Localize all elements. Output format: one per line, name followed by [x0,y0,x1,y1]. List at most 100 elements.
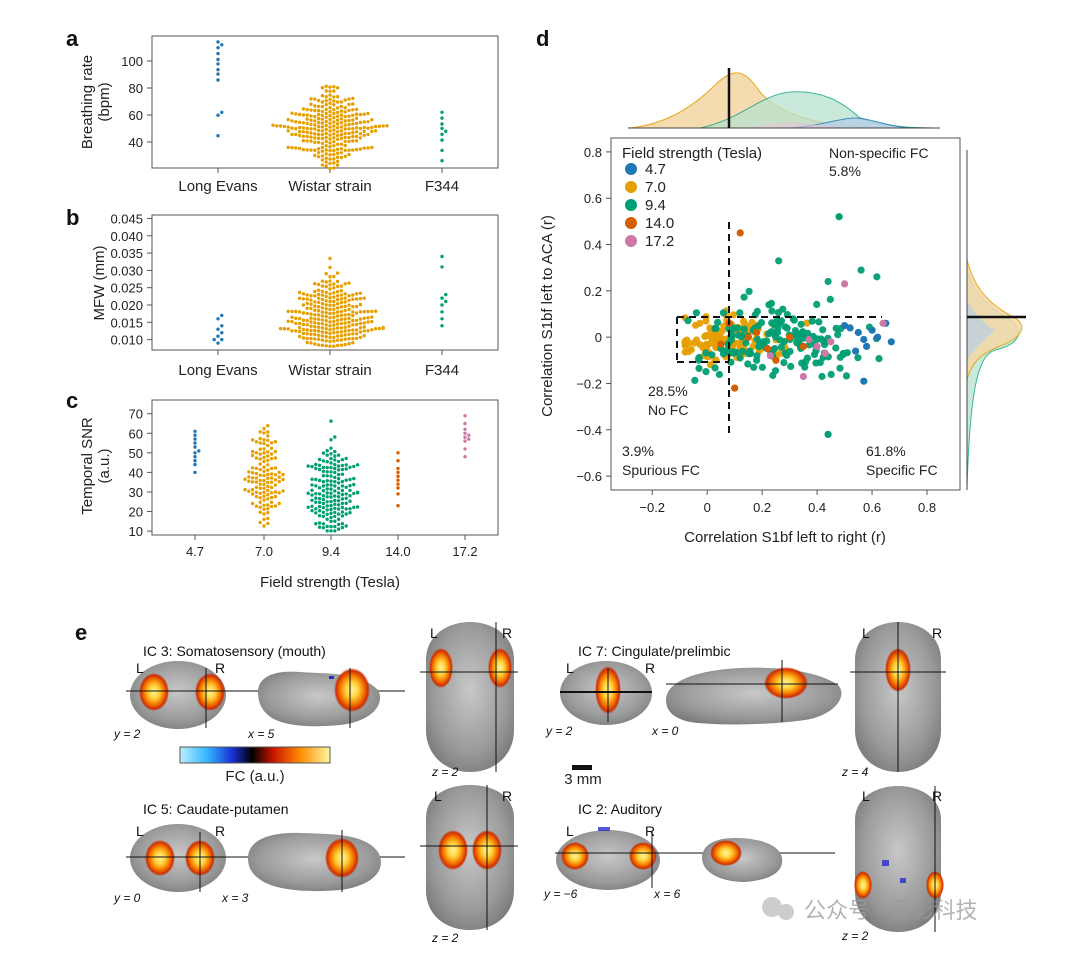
panel-a-point-wistar-strain [332,157,336,161]
panel-c-point-9-4 [336,459,341,464]
panel-a-point-f344 [440,159,444,163]
panel-b-point-wistar-strain [309,320,313,324]
panel-d-point-9-4 [875,355,883,363]
panel-a-point-wistar-strain [320,163,325,167]
panel-c-point-9-4 [321,526,326,530]
panel-d-point-9-4 [765,301,773,309]
panel-c-point-7-0 [258,491,262,495]
panel-b-point-wistar-strain [339,326,344,330]
panel-b-point-wistar-strain [324,290,328,295]
panel-a-point-wistar-strain [343,98,347,102]
panel-b-point-wistar-strain [301,303,306,307]
panel-d-point-9-4 [715,370,724,379]
panel-c-letter: c [66,388,78,413]
panel-a-point-wistar-strain [347,127,351,131]
panel-a-point-wistar-strain [347,114,351,118]
panel-d-point-4-7 [860,335,868,344]
panel-a-point-wistar-strain [354,107,359,112]
panel-d-point-4-7 [854,328,862,337]
ic3-z-coord: z = 2 [431,765,459,779]
panel-a-point-wistar-strain [339,121,344,125]
panel-c-point-9-4 [336,507,341,511]
panel-b-point-wistar-strain [320,322,325,326]
ic2-axial-right-marker: R [932,788,942,804]
panel-d-point-4-7 [846,324,854,332]
panel-a-point-wistar-strain [290,132,294,137]
panel-a-point-wistar-strain [370,125,374,130]
panel-b-point-wistar-strain [343,296,347,300]
panel-b-point-wistar-strain [309,294,313,298]
panel-c-point-7-0 [277,475,281,479]
panel-a-point-wistar-strain [339,147,344,151]
panel-b-point-wistar-strain [328,296,332,300]
panel-a-point-wistar-strain [332,99,336,103]
panel-c-point-9-4 [317,467,322,472]
panel-b-point-wistar-strain [324,299,328,303]
ic2-x-coord: x = 6 [653,887,681,901]
panel-c-point-9-4 [348,465,352,469]
panel-b-point-wistar-strain [381,325,385,330]
panel-a-point-wistar-strain [305,121,309,126]
panel-c-point-14-0 [396,474,400,478]
panel-a-point-wistar-strain [286,129,290,133]
panel-c-point-4-7 [193,455,197,459]
panel-b-point-wistar-strain [339,289,344,293]
panel-b-point-wistar-strain [316,333,321,337]
panel-c-point-7-0 [269,452,274,456]
panel-c-point-4-7 [193,429,197,433]
panel-b-point-wistar-strain [358,335,363,340]
panel-c-point-9-4 [325,453,329,457]
panel-a-point-wistar-strain [335,118,340,122]
panel-c-point-7-0 [247,479,251,483]
legend-label-7-0: 7.0 [645,179,666,196]
panel-c-point-9-4 [325,474,329,478]
panel-b-point-wistar-strain [351,293,355,297]
panel-b-point-long-evans [212,337,216,342]
panel-c-point-9-4 [333,529,337,533]
panel-c-point-7-0 [266,454,270,458]
panel-b-point-wistar-strain [335,326,340,330]
panel-b-point-wistar-strain [313,294,317,298]
panel-c-point-9-4 [325,483,329,487]
panel-a-point-wistar-strain [351,96,355,101]
panel-d-point-9-4 [799,328,807,336]
panel-b-point-wistar-strain [316,325,321,329]
panel-a-point-wistar-strain [339,129,344,133]
panel-c-point-7-0 [273,466,278,470]
panel-b-point-wistar-strain [370,309,374,314]
panel-a-point-wistar-strain [305,148,309,152]
panel-d-xtick-1: 0 [704,500,711,515]
panel-c-point-7-0 [250,488,255,492]
ic2-coronal-activation-left [561,842,589,870]
panel-b-point-wistar-strain [343,308,347,313]
panel-a-point-wistar-strain [351,127,355,131]
panel-b-point-wistar-strain [309,298,313,302]
panel-d-point-9-4 [791,327,800,335]
panel-c-point-7-0 [262,524,266,528]
panel-c-point-9-4 [333,514,337,519]
panel-b-point-wistar-strain [347,328,351,333]
panel-b-point-wistar-strain [324,307,328,311]
panel-d-point-9-4 [745,287,753,295]
panel-c-point-9-4 [333,475,337,480]
panel-c-yticks: 70 60 50 40 30 20 10 [129,407,152,539]
ic3-axial-right-marker: R [502,625,512,641]
panel-b-point-wistar-strain [347,303,351,307]
panel-a-point-wistar-strain [328,141,332,145]
panel-a-point-wistar-strain [316,151,321,155]
panel-b-ytick-5: 0.020 [110,298,143,313]
panel-c-point-7-0 [254,466,259,470]
panel-d-point-9-4 [753,352,761,360]
panel-a-point-wistar-strain [370,145,374,150]
panel-b-point-wistar-strain [297,334,302,339]
panel-d-point-9-4 [727,336,735,344]
panel-a-point-wistar-strain [366,120,370,124]
panel-b-point-wistar-strain [335,279,340,284]
panel-a-point-wistar-strain [290,126,294,130]
panel-c-point-4-7 [193,470,197,475]
panel-c-point-9-4 [344,463,348,467]
panel-b-point-wistar-strain [328,339,332,344]
panel-b-yticks: 0.045 0.040 0.035 0.030 0.025 0.020 0.015 0.010 [110,211,152,348]
panel-c-point-7-0 [266,443,270,448]
panel-c-point-9-4 [344,478,348,482]
